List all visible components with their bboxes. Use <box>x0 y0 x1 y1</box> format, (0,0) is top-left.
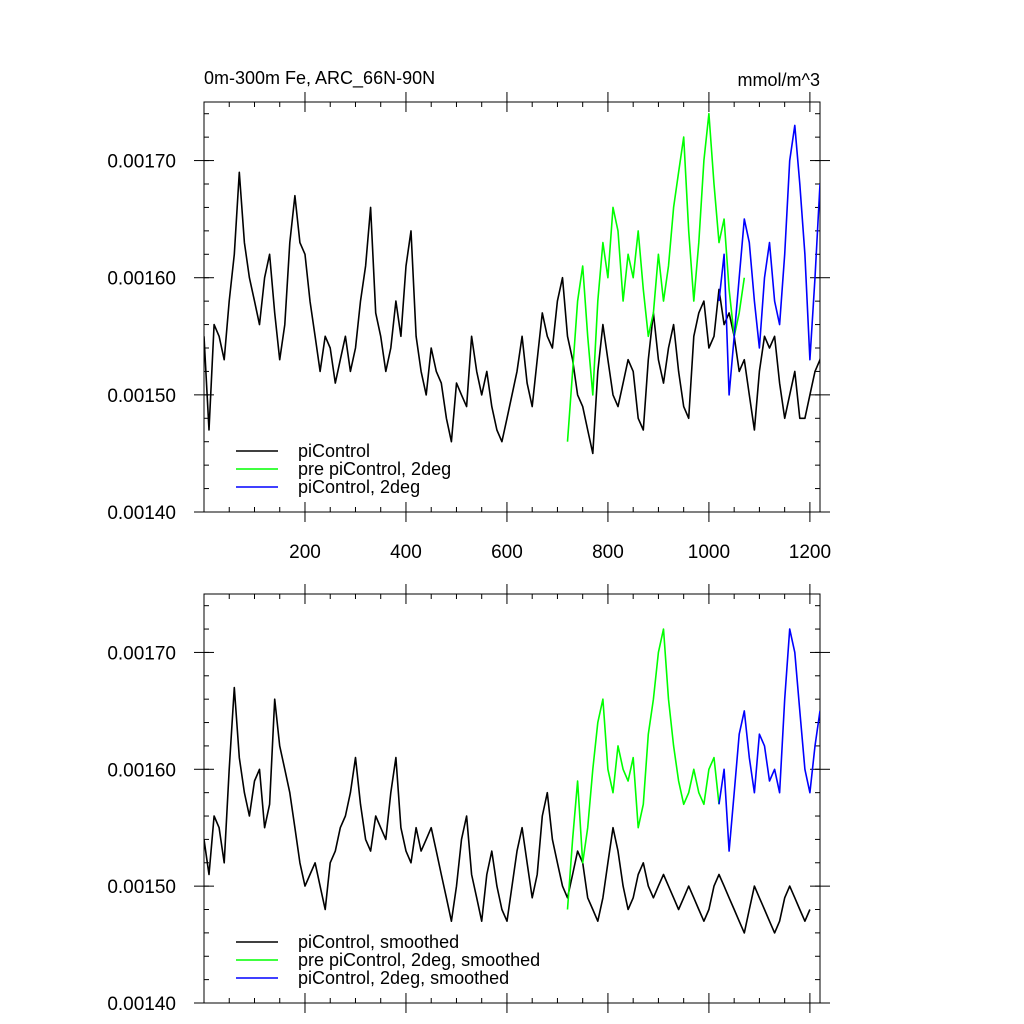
series-line-picontrol-2deg <box>718 124 820 396</box>
x-tick-label: 600 <box>491 542 523 563</box>
bottom-panel: 0.00140 0.00150 0.00160 0.00170 piControl, s… <box>107 584 830 1015</box>
legend-label: piControl, smoothed <box>298 932 459 952</box>
series-line-pre-picontrol-2deg-smoothed <box>566 628 720 910</box>
top-panel: 0.00140 0.00150 0.00160 0.00170 200 400 600 800… <box>107 92 831 563</box>
units-label: mmol/m^3 <box>738 70 820 90</box>
x-tick-label: 800 <box>592 542 624 563</box>
plot-frame <box>203 101 821 513</box>
legend-label: pre piControl, 2deg <box>298 459 451 479</box>
y-tick-label: 0.00140 <box>107 994 176 1015</box>
series-line-picontrol-2deg-smoothed <box>718 628 820 852</box>
x-tick-label: 1000 <box>688 542 730 563</box>
x-tick-label: 1200 <box>789 542 831 563</box>
legend-label: piControl, 2deg <box>298 477 420 497</box>
y-tick-label: 0.00170 <box>107 643 176 664</box>
series-line-pre-picontrol-2deg <box>566 112 746 442</box>
legend-label: piControl, 2deg, smoothed <box>298 968 509 988</box>
x-tick-label: 400 <box>390 542 422 563</box>
series-line-picontrol <box>204 171 820 455</box>
y-tick-label: 0.00140 <box>107 503 176 524</box>
y-tick-label: 0.00150 <box>107 877 176 898</box>
series-line-picontrol-smoothed <box>204 686 811 934</box>
plot-frame <box>203 593 821 1004</box>
y-tick-label: 0.00160 <box>107 760 176 781</box>
legend-label: pre piControl, 2deg, smoothed <box>298 950 540 970</box>
y-tick-label: 0.00150 <box>107 386 176 407</box>
chart-title: 0m-300m Fe, ARC_66N-90N <box>204 68 435 89</box>
y-tick-label: 0.00160 <box>107 269 176 290</box>
y-tick-label: 0.00170 <box>107 152 176 173</box>
x-tick-label: 200 <box>289 542 321 563</box>
legend-label: piControl <box>298 441 370 461</box>
